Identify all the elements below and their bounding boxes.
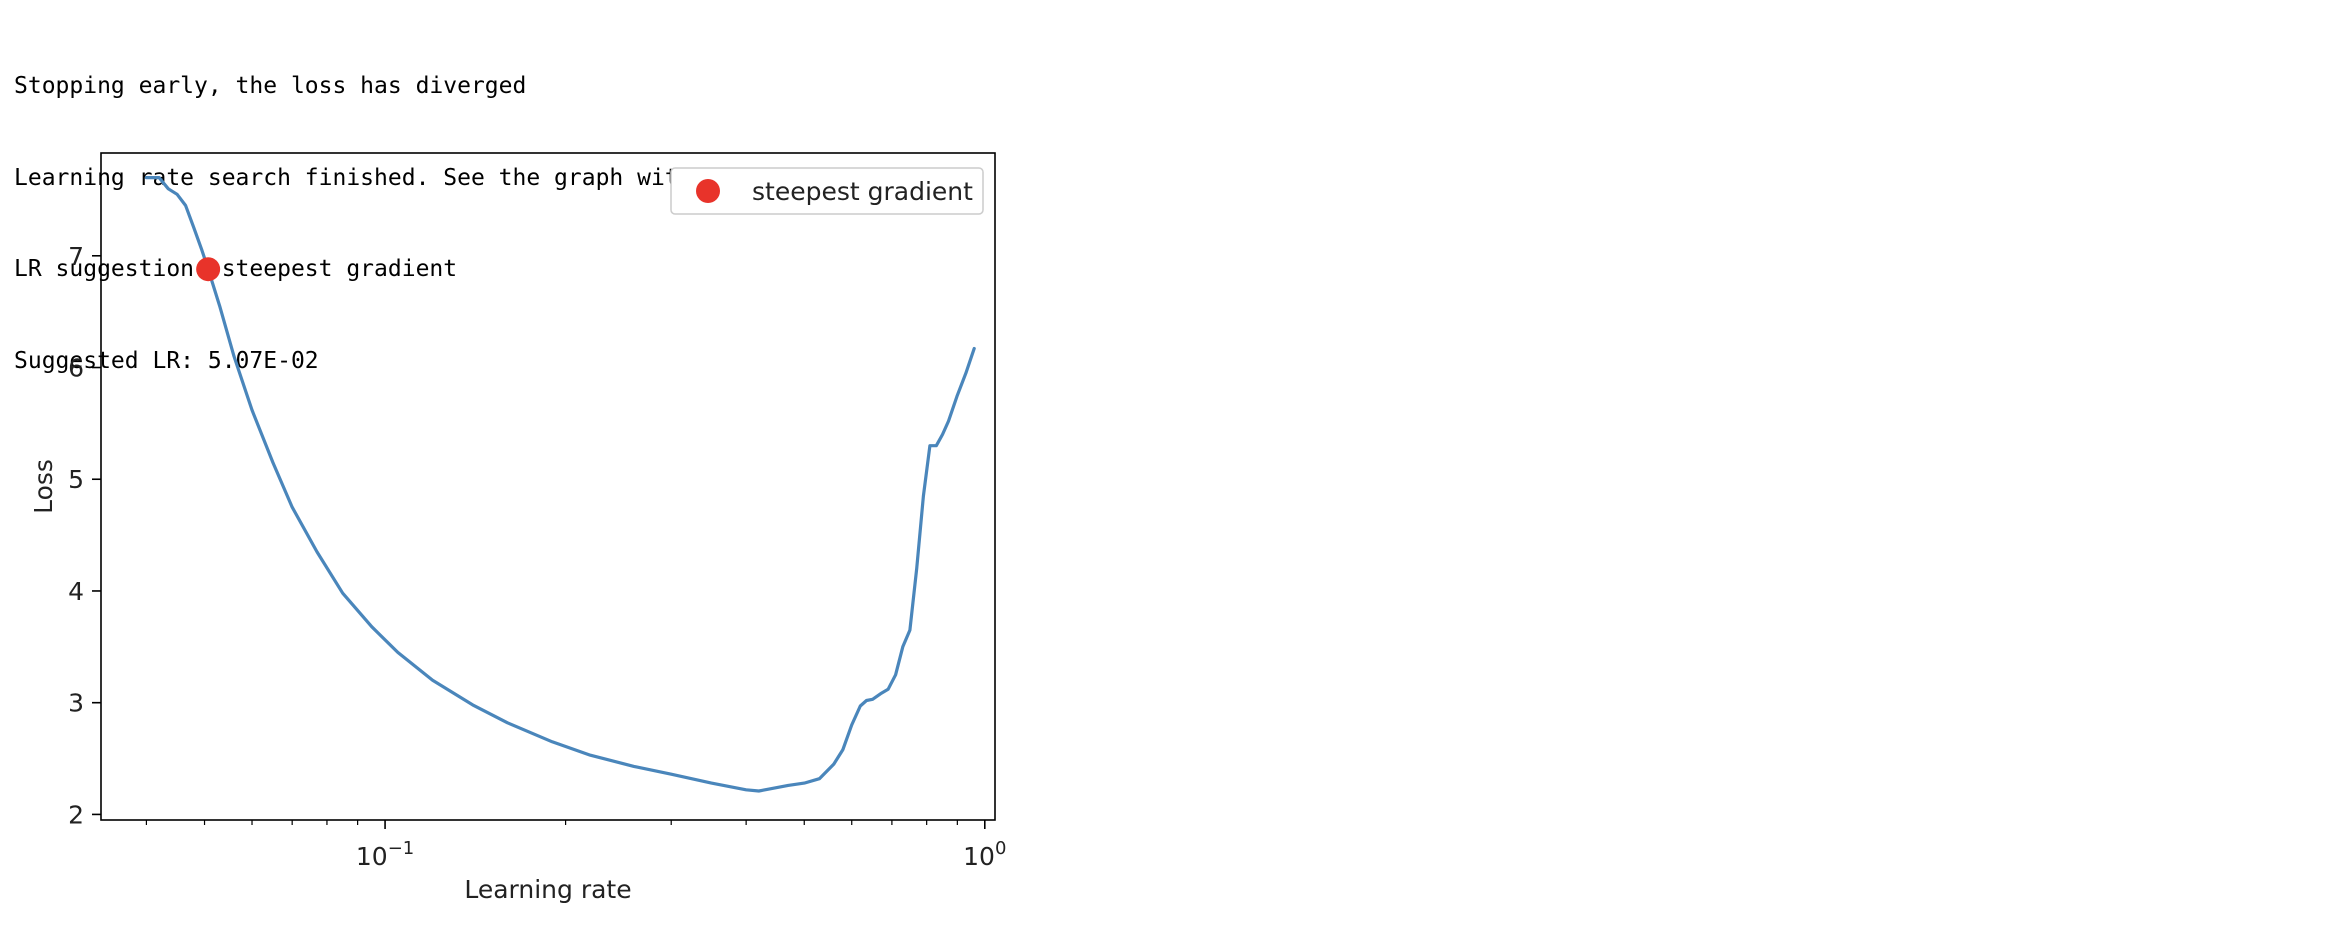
x-axis-label: Learning rate	[464, 875, 631, 904]
plot-area-frame	[100, 152, 996, 821]
y-tick-label: 2	[68, 800, 84, 829]
legend-box	[670, 167, 984, 215]
legend: steepest gradient	[670, 167, 984, 215]
x-tick-label: 10−1	[356, 838, 414, 871]
y-tick-label: 4	[68, 577, 84, 606]
y-tick-label: 7	[68, 242, 84, 271]
suggestion-markers	[196, 257, 221, 282]
y-axis-ticks: 2 3 4 5 6 7	[68, 242, 101, 829]
legend-label-steepest-gradient: steepest gradient	[752, 177, 973, 206]
y-tick-label: 6	[68, 354, 84, 383]
x-tick-label: 100	[963, 838, 1006, 871]
x-axis-ticks: 10−1 100	[145, 820, 1006, 871]
console-line-suggested-lr: Suggested LR: 5.07E-02	[14, 347, 319, 374]
legend-marker-steepest-gradient	[696, 179, 720, 203]
loss-series-line	[144, 176, 976, 793]
y-tick-label: 5	[68, 465, 84, 494]
console-line-stopping: Stopping early, the loss has diverged	[14, 73, 527, 99]
steepest-gradient-point	[196, 257, 221, 282]
y-axis-label: Loss	[29, 459, 58, 514]
console-line-suggestion: LR suggestion: steepest gradient	[14, 256, 458, 282]
y-tick-label: 3	[68, 689, 84, 718]
